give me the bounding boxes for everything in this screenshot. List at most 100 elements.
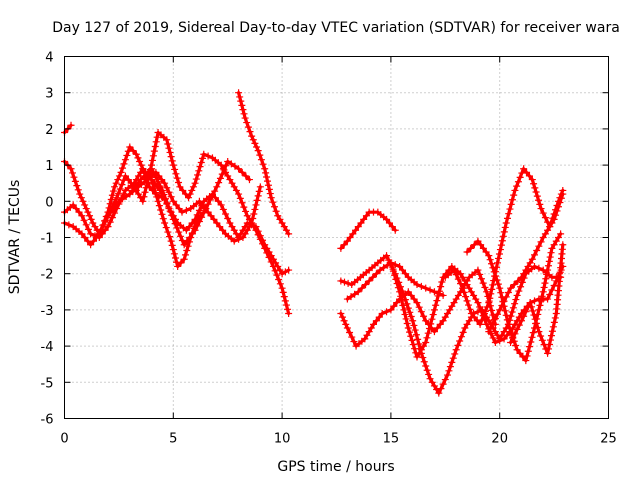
data-point — [486, 256, 494, 264]
data-point — [417, 282, 425, 290]
data-point — [171, 254, 179, 262]
data-point — [259, 240, 267, 248]
data-point — [541, 230, 549, 238]
data-point — [259, 160, 267, 168]
data-point — [169, 246, 177, 254]
data-point — [129, 147, 137, 155]
data-point — [222, 162, 230, 170]
data-point — [352, 226, 360, 234]
data-point — [551, 314, 559, 322]
data-point — [274, 212, 282, 220]
axis-ticks — [64, 56, 609, 419]
data-point — [396, 262, 404, 270]
data-point — [383, 252, 391, 260]
data-point — [75, 208, 83, 216]
data-point — [265, 253, 273, 261]
data-point — [365, 277, 373, 285]
data-point — [164, 228, 172, 236]
data-point — [452, 271, 460, 279]
data-point — [496, 306, 504, 314]
data-point — [537, 297, 545, 305]
data-point — [541, 279, 549, 287]
data-point — [140, 172, 148, 180]
data-point — [443, 371, 451, 379]
data-point — [413, 281, 421, 289]
data-point — [236, 93, 244, 101]
data-point — [489, 334, 497, 342]
data-point — [193, 215, 201, 223]
data-point — [465, 301, 473, 309]
data-point — [240, 203, 248, 211]
data-point — [539, 209, 547, 217]
data-point — [387, 259, 395, 267]
data-point — [452, 295, 460, 303]
data-point — [264, 181, 272, 189]
data-point — [520, 270, 528, 278]
data-point — [224, 214, 232, 222]
data-point — [219, 205, 227, 213]
data-point — [173, 224, 181, 232]
data-point — [393, 299, 401, 307]
data-point — [409, 317, 417, 325]
data-point — [550, 215, 558, 223]
data-point — [172, 170, 180, 178]
data-point — [519, 353, 527, 361]
data-point — [346, 234, 354, 241]
data-point — [537, 205, 545, 213]
data-point — [459, 284, 467, 292]
data-point — [483, 320, 491, 328]
data-point — [241, 114, 249, 122]
data-point — [472, 295, 480, 303]
data-point — [446, 306, 454, 314]
grid-lines — [64, 56, 609, 419]
data-point — [500, 297, 508, 305]
data-point — [280, 223, 288, 231]
data-point — [410, 295, 418, 303]
data-point — [346, 329, 354, 337]
data-point — [187, 234, 195, 241]
data-point — [548, 286, 556, 294]
data-point — [400, 306, 408, 314]
data-point — [401, 310, 409, 318]
data-point — [504, 289, 512, 297]
data-point — [238, 101, 246, 109]
data-point — [437, 283, 445, 291]
data-point — [188, 229, 196, 237]
data-point — [476, 320, 484, 328]
data-point — [119, 164, 127, 172]
data-point — [494, 254, 502, 262]
x-tick-labels: 0 5 10 15 20 25 — [60, 432, 616, 447]
data-point — [152, 173, 160, 181]
data-point — [438, 278, 446, 286]
data-point — [265, 185, 273, 193]
data-point — [84, 225, 92, 233]
data-point — [488, 260, 496, 268]
data-point — [403, 300, 411, 308]
data-point — [437, 385, 445, 393]
data-series-track-12 — [343, 259, 447, 303]
data-point — [224, 172, 232, 180]
data-point — [112, 179, 120, 187]
data-point — [195, 206, 203, 214]
data-point — [532, 319, 540, 327]
data-point — [408, 336, 416, 344]
data-point — [507, 200, 515, 208]
data-point — [544, 262, 552, 270]
data-point — [426, 375, 434, 383]
data-point — [490, 268, 498, 276]
data-point — [530, 311, 538, 319]
data-point — [108, 191, 116, 199]
data-point — [531, 315, 539, 323]
data-point — [342, 320, 350, 328]
data-point — [525, 172, 533, 180]
data-point — [151, 189, 159, 197]
data-point — [523, 352, 531, 360]
data-point — [230, 226, 238, 234]
data-point — [158, 210, 166, 218]
data-point — [118, 181, 126, 189]
data-point — [357, 219, 365, 227]
data-point — [509, 304, 517, 312]
data-point — [84, 208, 92, 216]
data-point — [534, 310, 542, 318]
data-point — [257, 156, 265, 164]
